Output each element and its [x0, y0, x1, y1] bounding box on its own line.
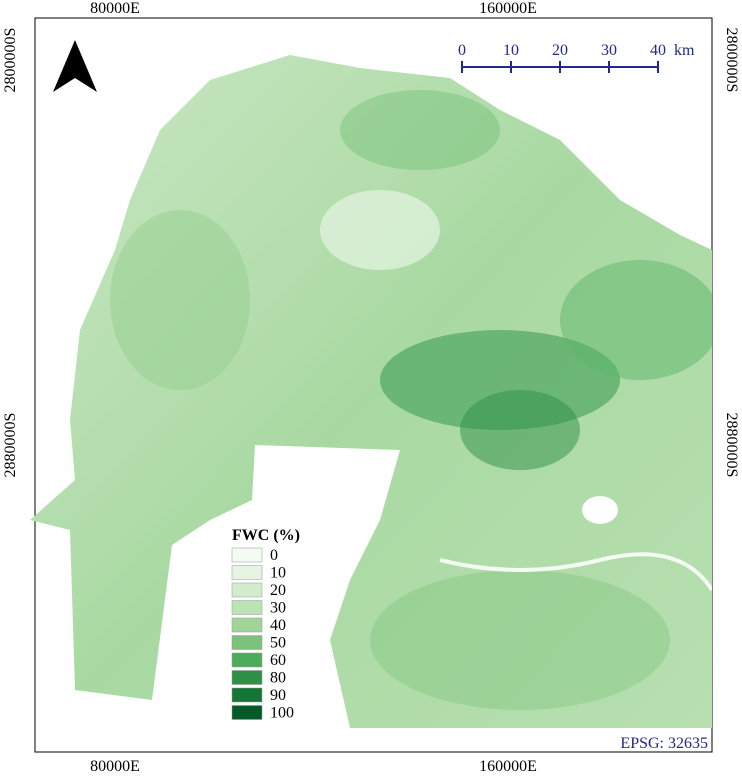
- crs-label: EPSG: 32635: [620, 735, 708, 752]
- scale-label: 40: [650, 42, 666, 59]
- y-label: 2880000S: [2, 413, 19, 478]
- legend-title: FWC (%): [232, 527, 300, 544]
- legend-label: 40: [270, 617, 286, 634]
- legend-label: 80: [270, 670, 286, 687]
- legend-label: 20: [270, 582, 286, 599]
- legend-swatch: [231, 635, 263, 650]
- scale-bar: 0 10 20 30 40 km: [458, 42, 695, 73]
- legend-swatch: [231, 582, 263, 598]
- y-label: 2880000S: [723, 413, 740, 478]
- x-label: 80000E: [90, 0, 140, 17]
- legend-label: 60: [270, 652, 286, 669]
- legend-swatch: [231, 705, 263, 720]
- legend-label: 0: [270, 547, 278, 564]
- scale-label: 0: [458, 42, 466, 59]
- x-label: 160000E: [479, 758, 537, 775]
- y-label: 2800000S: [2, 28, 19, 93]
- legend-swatch: [231, 652, 263, 668]
- scale-label: 20: [552, 42, 568, 59]
- legend-label: 100: [270, 705, 294, 722]
- y-label: 2800000S: [723, 28, 740, 93]
- legend-swatch: [231, 687, 263, 703]
- legend-label: 90: [270, 687, 286, 704]
- legend-swatch: [231, 670, 263, 685]
- x-label: 160000E: [479, 0, 537, 17]
- x-label: 80000E: [90, 758, 140, 775]
- scale-unit: km: [674, 42, 695, 59]
- legend-label: 10: [270, 565, 286, 582]
- legend-swatch: [231, 617, 263, 633]
- scale-label: 10: [503, 42, 519, 59]
- legend-swatch: [231, 565, 263, 580]
- north-arrow: [53, 40, 97, 92]
- scale-label: 30: [601, 42, 617, 59]
- legend-swatch: [231, 547, 263, 563]
- legend-label: 50: [270, 635, 286, 652]
- legend-label: 30: [270, 600, 286, 617]
- legend-swatch: [231, 600, 263, 615]
